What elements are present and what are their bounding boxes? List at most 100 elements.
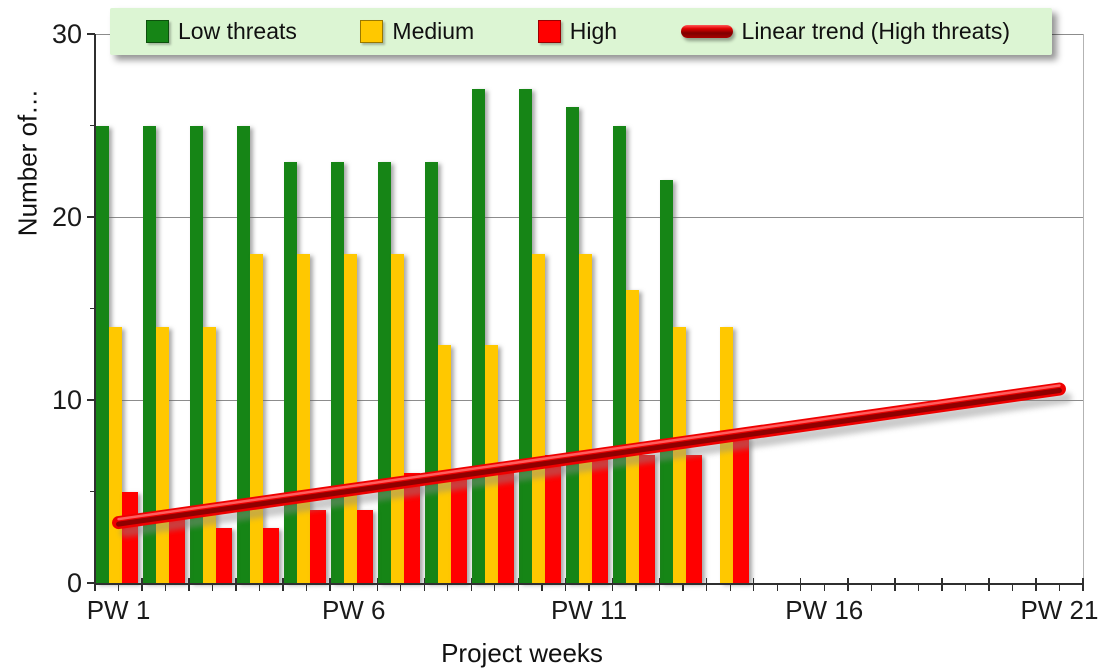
gridline-20 (95, 216, 1083, 218)
x-minor-tick-10 (541, 585, 543, 591)
legend-item-low-threats[interactable]: Low threats (146, 18, 297, 45)
x-minor-tick-19 (964, 585, 966, 591)
trend-core (116, 388, 1062, 527)
y-tick-label-20: 20 (51, 202, 82, 232)
trend-highlight (117, 384, 1061, 521)
x-major-tick-10 (564, 578, 567, 591)
x-tick-label-pw16: PW 16 (785, 595, 864, 625)
x-major-tick-3 (235, 578, 237, 591)
x-major-tick-20 (1035, 578, 1037, 591)
legend-label: Low threats (178, 18, 297, 44)
legend-color-swatch-icon (146, 20, 169, 43)
x-major-tick-15 (799, 578, 802, 591)
x-axis-title: Project weeks (441, 638, 603, 668)
bar-low-threats-pw12 (613, 125, 627, 583)
y-major-tick-10 (87, 399, 95, 401)
bar-low-threats-pw1 (95, 125, 109, 583)
x-tick-label-pw6: PW 6 (321, 595, 386, 625)
plot-area (95, 33, 1083, 583)
x-major-tick-13 (705, 578, 708, 591)
x-major-tick-18 (941, 578, 943, 591)
x-minor-tick-6 (353, 585, 355, 591)
x-minor-tick-5 (306, 585, 308, 591)
x-major-tick-1 (141, 578, 143, 591)
bar-medium-pw11 (578, 253, 592, 583)
x-minor-tick-15 (776, 585, 778, 591)
bar-high-pw5 (309, 509, 326, 583)
bar-medium-pw14 (720, 326, 734, 583)
x-major-tick-19 (988, 578, 990, 591)
legend-item-high[interactable]: High (537, 18, 618, 45)
bar-high-pw3 (215, 528, 232, 583)
x-minor-tick-8 (447, 585, 449, 591)
x-major-tick-14 (752, 578, 755, 591)
y-minor-tick-5 (90, 490, 95, 493)
legend-label: Linear trend (High threats) (741, 18, 1010, 44)
bar-medium-pw8 (437, 345, 451, 583)
x-minor-tick-1 (117, 585, 120, 591)
x-major-tick-11 (611, 578, 614, 591)
y-axis-line (93, 34, 96, 585)
x-tick-label-pw1: PW 1 (86, 595, 151, 625)
y-minor-tick-15 (90, 307, 95, 310)
bar-high-pw8 (450, 473, 467, 583)
x-minor-tick-3 (212, 585, 214, 591)
x-minor-tick-13 (682, 585, 684, 591)
bar-high-pw4 (262, 528, 279, 583)
x-minor-tick-7 (400, 585, 402, 591)
x-tick-label-pw11: PW 11 (550, 595, 628, 625)
x-minor-tick-11 (588, 585, 590, 591)
y-tick-label-10: 10 (51, 385, 82, 415)
x-major-tick-9 (517, 578, 520, 591)
bar-low-threats-pw5 (283, 162, 297, 583)
bar-low-threats-pw4 (236, 125, 250, 583)
legend-color-swatch-icon (360, 20, 384, 43)
x-minor-tick-2 (164, 585, 167, 591)
x-major-tick-4 (282, 578, 284, 591)
x-major-tick-7 (423, 578, 426, 591)
bar-high-pw14 (733, 436, 750, 583)
bar-high-pw12 (639, 454, 656, 583)
bar-high-pw11 (591, 454, 608, 583)
bar-high-pw9 (497, 473, 514, 583)
bar-medium-pw12 (626, 290, 640, 583)
x-minor-tick-20 (1011, 585, 1014, 591)
y-tick-label-30: 30 (51, 19, 82, 49)
legend: Low threats Medium High Linear trend (High … (110, 8, 1052, 55)
x-minor-tick-16 (823, 585, 825, 591)
x-minor-tick-18 (917, 585, 919, 591)
x-major-tick-21 (1082, 578, 1084, 591)
x-axis-line (93, 583, 1084, 585)
x-minor-tick-4 (259, 585, 261, 591)
bar-low-threats-pw6 (330, 162, 344, 583)
bar-low-threats-pw13 (660, 180, 674, 583)
x-major-tick-12 (658, 578, 661, 591)
bar-medium-pw10 (531, 253, 545, 583)
bar-high-pw6 (356, 509, 373, 583)
legend-item-medium[interactable]: Medium (360, 18, 474, 45)
x-minor-tick-9 (494, 585, 496, 591)
trend-shadow (120, 392, 1072, 538)
legend-item-linear-trend-high-threats[interactable]: Linear trend (High threats) (680, 18, 1010, 45)
y-tick-label-0: 0 (66, 568, 82, 598)
x-major-tick-0 (94, 578, 96, 591)
x-major-tick-2 (188, 578, 190, 591)
x-minor-tick-21 (1058, 585, 1061, 591)
x-minor-tick-14 (729, 585, 731, 591)
x-major-tick-16 (847, 578, 849, 591)
x-minor-tick-17 (870, 585, 872, 591)
y-major-tick-30 (87, 33, 95, 35)
legend-label: High (569, 18, 618, 44)
trend-line (112, 382, 1072, 538)
y-minor-tick-25 (90, 124, 95, 127)
bar-high-pw10 (544, 454, 561, 583)
bar-low-threats-pw7 (377, 162, 391, 583)
x-major-tick-6 (376, 578, 379, 591)
y-major-tick-0 (87, 582, 95, 584)
x-major-tick-8 (470, 578, 473, 591)
bar-low-threats-pw3 (189, 125, 203, 583)
x-major-tick-5 (329, 578, 331, 591)
bar-high-pw7 (403, 473, 420, 583)
bar-low-threats-pw2 (142, 125, 156, 583)
